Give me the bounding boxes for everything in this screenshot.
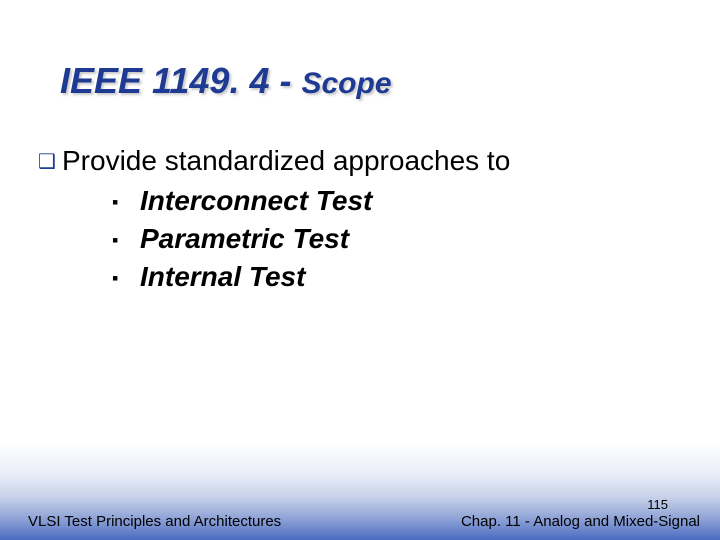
slide-title: IEEE 1149. 4 - Scope xyxy=(60,60,392,102)
content-area: ❑Provide standardized approaches to ▪Int… xyxy=(38,145,680,299)
title-sub: Scope xyxy=(301,67,391,100)
title-main: IEEE 1149. 4 xyxy=(60,60,269,101)
square-bullet-icon: ▪ xyxy=(112,230,140,251)
list-item-text: Parametric Test xyxy=(140,223,349,254)
list-item: ▪Internal Test xyxy=(112,261,680,293)
square-bullet-icon: ▪ xyxy=(112,192,140,213)
page-number: 115 xyxy=(647,497,668,512)
list-item: ▪Interconnect Test xyxy=(112,185,680,217)
list-item: ▪Parametric Test xyxy=(112,223,680,255)
slide: IEEE 1149. 4 - Scope ❑Provide standardiz… xyxy=(0,0,720,540)
lead-line: ❑Provide standardized approaches to xyxy=(38,145,680,177)
lead-text: Provide standardized approaches to xyxy=(62,145,510,176)
sub-list: ▪Interconnect Test ▪Parametric Test ▪Int… xyxy=(112,185,680,293)
footer-left: VLSI Test Principles and Architectures xyxy=(28,513,281,530)
square-bullet-icon: ▪ xyxy=(112,268,140,289)
square-outline-bullet-icon: ❑ xyxy=(38,149,62,174)
list-item-text: Internal Test xyxy=(140,261,305,292)
title-separator: - xyxy=(269,60,301,101)
list-item-text: Interconnect Test xyxy=(140,185,372,216)
footer-right: Chap. 11 - Analog and Mixed-Signal xyxy=(461,513,700,530)
